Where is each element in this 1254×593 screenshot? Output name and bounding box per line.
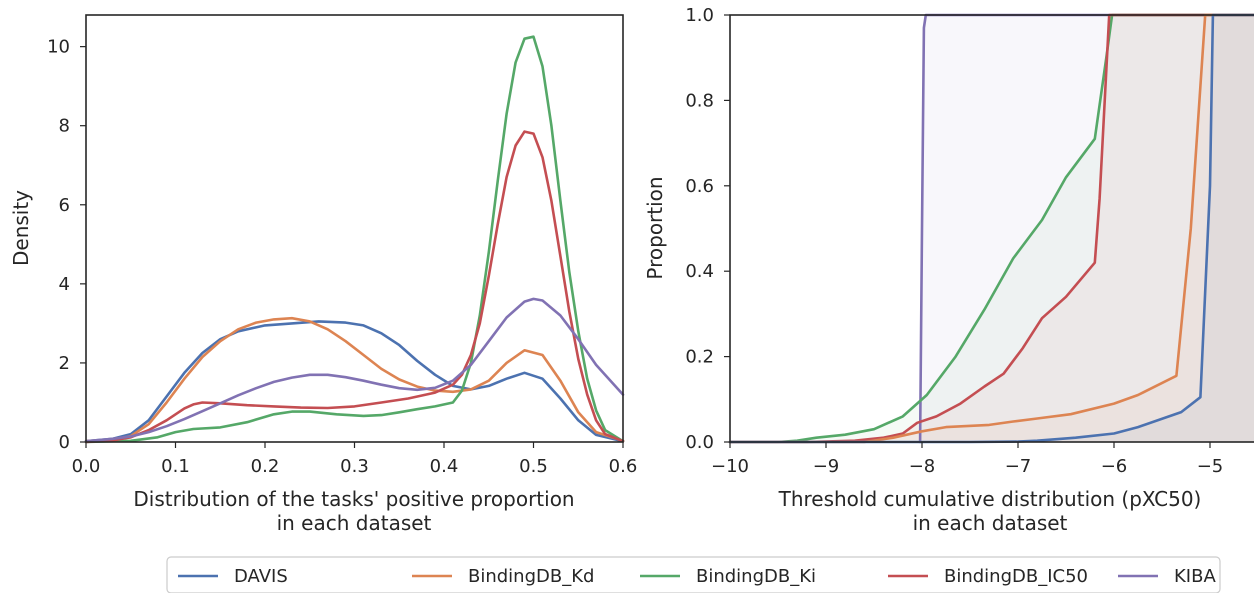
legend-label-bindingdb-ic50: BindingDB_IC50 (944, 566, 1088, 587)
x-tick-label: 0.2 (251, 456, 280, 477)
x-tick-label: 0.1 (161, 456, 190, 477)
y-tick-label: 1.0 (685, 5, 714, 26)
cumulative-line-bindingdb-kd (728, 13, 1254, 444)
x-tick-label: 0.4 (430, 456, 459, 477)
cumulative-fill-davis (730, 15, 1254, 442)
legend-label-kiba: KIBA (1174, 566, 1216, 587)
cumulative-fill-bindingdb-kd (730, 15, 1254, 442)
y-tick-label: 6 (59, 195, 70, 216)
legend-label-davis: DAVIS (234, 566, 288, 587)
cumulative-fill-kiba (920, 15, 1254, 442)
density-line-bindingdb-ic50 (84, 130, 625, 444)
x-tick-label: 0.0 (72, 456, 101, 477)
legend-label-bindingdb-ki: BindingDB_Ki (696, 566, 816, 587)
x-tick-label: −5 (1197, 456, 1224, 477)
density-line-bindingdb-ki (84, 35, 625, 444)
x-tick-label: −6 (1101, 456, 1128, 477)
legend-label-bindingdb-kd: BindingDB_Kd (468, 566, 594, 587)
cumulative-fill-bindingdb-ic50 (730, 15, 1254, 442)
cumulative-xlabel-line1: Threshold cumulative distribution (pXC50… (778, 487, 1202, 511)
x-tick-label: 0.5 (519, 456, 548, 477)
x-tick-label: −10 (711, 456, 749, 477)
cumulative-ylabel: Proportion (643, 176, 667, 279)
cumulative-chart: −10 −9 −8 −7 −6 −5 0.0 0.2 0.4 0.6 0.8 1.0 Thresho… (643, 5, 1254, 535)
y-tick-label: 8 (59, 116, 70, 137)
y-tick-label: 4 (59, 274, 70, 295)
y-tick-label: 2 (59, 353, 70, 374)
x-tick-label: 0.3 (340, 456, 369, 477)
y-tick-label: 0.8 (685, 90, 714, 111)
density-line-davis (84, 320, 625, 443)
density-xlabel-line1: Distribution of the tasks' positive prop… (133, 487, 574, 511)
x-tick-label: −8 (909, 456, 936, 477)
cumulative-line-bindingdb-ki (728, 13, 1254, 444)
density-line-bindingdb-kd (84, 316, 625, 443)
density-ylabel: Density (9, 190, 33, 266)
legend: DAVIS BindingDB_Kd BindingDB_Ki BindingDB_I… (166, 556, 1221, 593)
y-tick-label: 0 (59, 432, 70, 453)
x-tick-label: −9 (813, 456, 840, 477)
y-tick-label: 0.4 (685, 261, 714, 282)
y-tick-label: 0.0 (685, 432, 714, 453)
cumulative-xlabel-line2: in each dataset (913, 511, 1068, 535)
cumulative-fill-bindingdb-ki (730, 15, 1254, 442)
x-tick-label: −7 (1005, 456, 1032, 477)
cumulative-line-bindingdb-ic50 (728, 13, 1254, 444)
x-tick-label: 0.6 (609, 456, 638, 477)
y-tick-label: 0.2 (685, 347, 714, 368)
density-chart: 0.0 0.1 0.2 0.3 0.4 0.5 0.6 0 2 4 6 8 10 Distributi… (9, 14, 638, 535)
density-xlabel-line2: in each dataset (277, 511, 432, 535)
cumulative-plot-frame (729, 14, 1254, 443)
density-line-kiba (84, 297, 625, 443)
legend-box (166, 556, 1221, 593)
y-tick-label: 0.6 (685, 176, 714, 197)
y-tick-label: 10 (47, 37, 70, 58)
